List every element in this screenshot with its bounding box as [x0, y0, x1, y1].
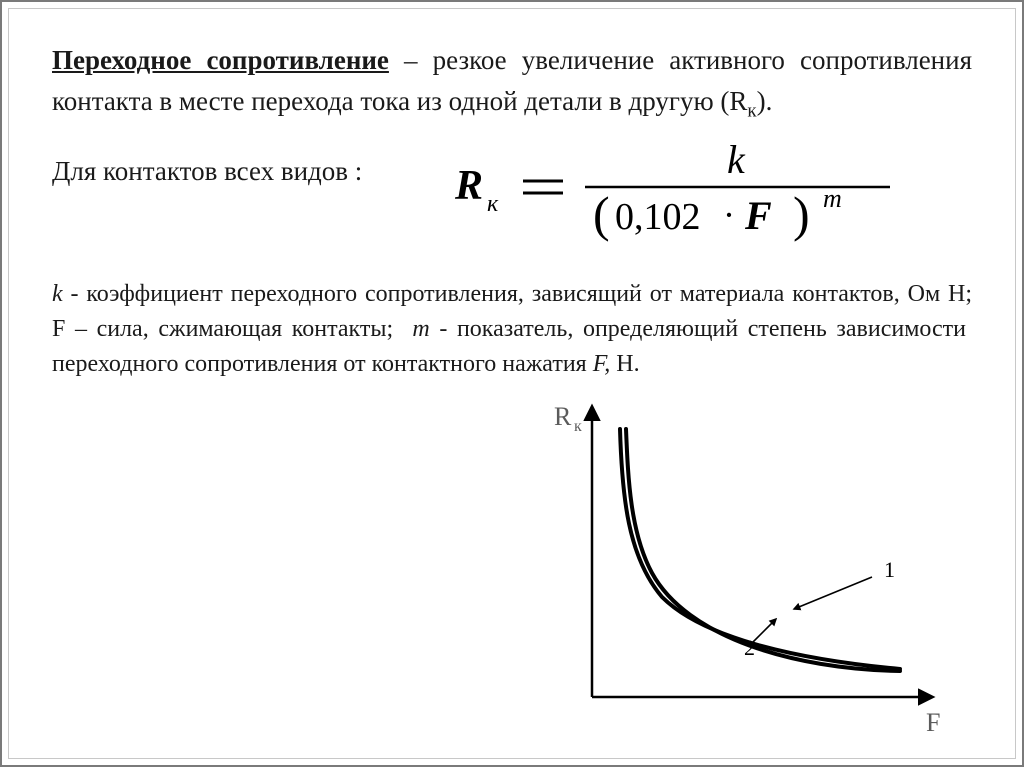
chart: 1 2 Rк F — [492, 387, 962, 747]
formula: R к k ( 0,102 · F ) m — [362, 129, 972, 249]
formula-svg: R к k ( 0,102 · F ) m — [445, 129, 900, 244]
chart-svg: 1 2 Rк F — [492, 387, 962, 747]
den-const: 0,102 — [615, 196, 701, 238]
svg-text:F: F — [926, 708, 940, 737]
svg-text:2: 2 — [744, 635, 755, 660]
den-dot: · — [723, 195, 735, 235]
definition-close: ). — [757, 86, 773, 116]
variables-description: k - коэффициент переходного сопротивлени… — [52, 277, 972, 381]
den-F: F — [744, 193, 772, 238]
formula-R-sub: к — [487, 191, 499, 217]
formula-row: Для контактов всех видов : R к k ( 0,102… — [52, 129, 972, 249]
svg-text:к: к — [574, 418, 582, 435]
for-all-label: Для контактов всех видов : — [52, 129, 362, 192]
formula-k: k — [727, 137, 746, 182]
paren-open: ( — [593, 186, 610, 242]
formula-exp: m — [823, 184, 842, 213]
r-subscript: к — [747, 100, 756, 121]
definition-paragraph: Переходное сопротивление – резкое увелич… — [52, 40, 972, 125]
svg-text:1: 1 — [884, 557, 895, 582]
svg-text:R: R — [554, 402, 572, 431]
term: Переходное сопротивление — [52, 45, 389, 75]
paren-close: ) — [793, 186, 810, 242]
slide: Переходное сопротивление – резкое увелич… — [0, 0, 1024, 767]
formula-R: R — [454, 163, 483, 209]
